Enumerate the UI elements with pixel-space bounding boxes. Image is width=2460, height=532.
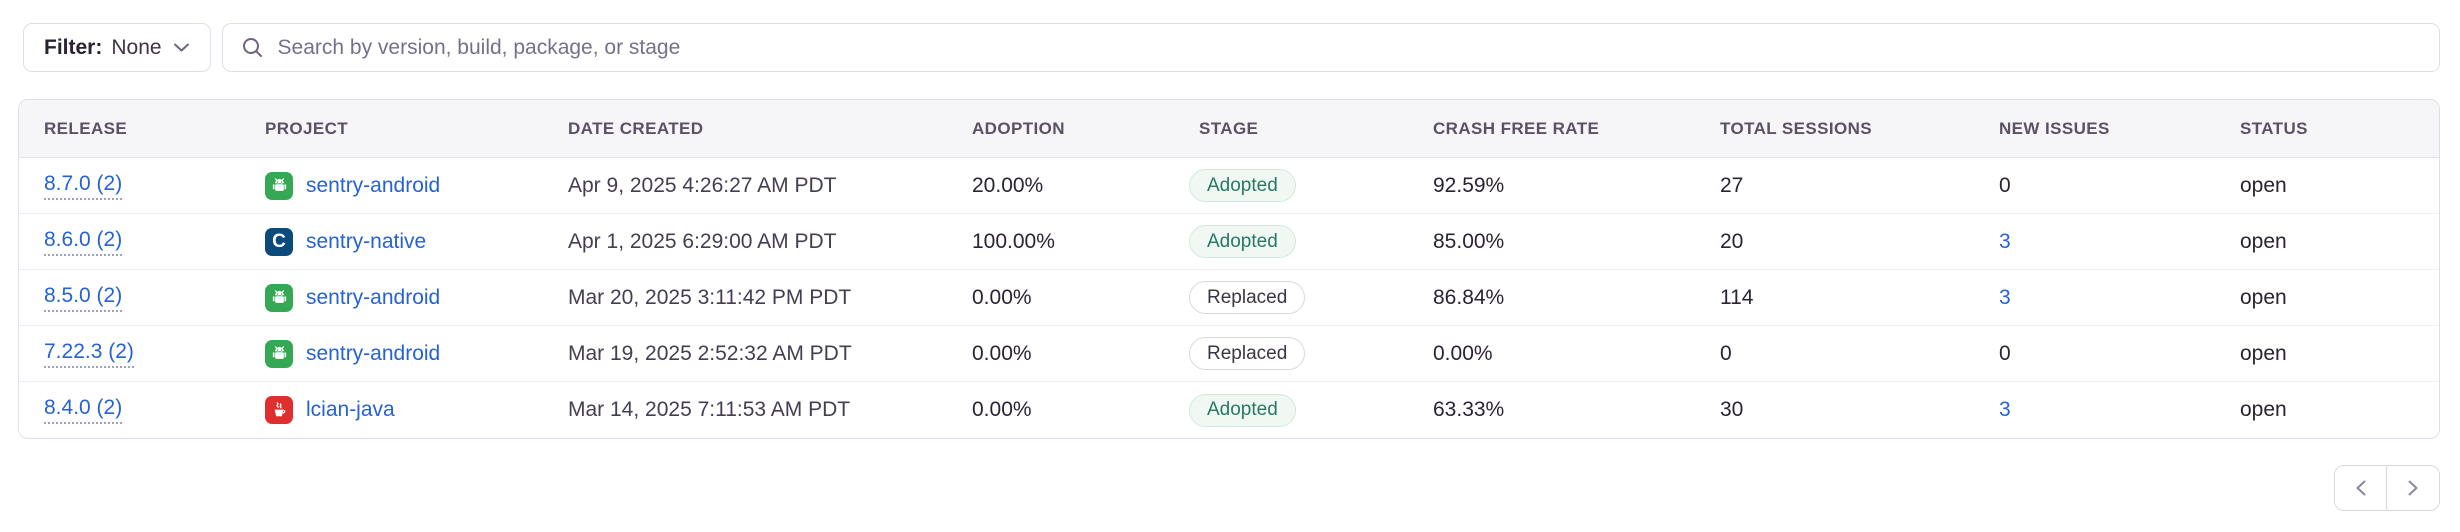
table-row: 8.4.0 (2) lcian-java Mar 14, 2025 7:11:5… bbox=[19, 382, 2439, 438]
stage-badge: Replaced bbox=[1189, 337, 1306, 370]
total-sessions-cell: 27 bbox=[1720, 173, 1744, 197]
previous-page-button[interactable] bbox=[2335, 466, 2387, 510]
project-link[interactable]: sentry-android bbox=[306, 341, 441, 365]
table-body: 8.7.0 (2) sentry-android Apr 9, 2025 4:2… bbox=[19, 158, 2439, 438]
release-link[interactable]: 8.7.0 (2) bbox=[44, 172, 123, 200]
search-icon bbox=[242, 38, 262, 57]
releases-table: RELEASE PROJECT DATE CREATED ADOPTION ST… bbox=[18, 99, 2440, 439]
chevron-down-icon bbox=[173, 42, 190, 53]
new-issues-cell: 0 bbox=[1999, 173, 2011, 197]
chevron-left-icon bbox=[2356, 480, 2365, 496]
table-header-row: RELEASE PROJECT DATE CREATED ADOPTION ST… bbox=[19, 100, 2439, 158]
crash-free-rate-cell: 0.00% bbox=[1433, 341, 1493, 365]
filter-label: Filter: bbox=[44, 35, 103, 59]
c-icon: C bbox=[265, 227, 293, 256]
pagination bbox=[0, 465, 2440, 511]
total-sessions-cell: 30 bbox=[1720, 398, 1744, 421]
table-row: 8.6.0 (2) C sentry-native Apr 1, 2025 6:… bbox=[19, 214, 2439, 270]
column-header-project: PROJECT bbox=[265, 118, 349, 138]
adoption-cell: 0.00% bbox=[972, 341, 1032, 365]
column-header-total-sessions: TOTAL SESSIONS bbox=[1720, 118, 1873, 138]
stage-badge: Adopted bbox=[1189, 169, 1296, 202]
status-cell: open bbox=[2240, 341, 2287, 365]
java-icon bbox=[265, 396, 293, 424]
total-sessions-cell: 0 bbox=[1720, 341, 1732, 365]
crash-free-rate-cell: 63.33% bbox=[1433, 398, 1505, 421]
search-input[interactable] bbox=[277, 35, 2421, 60]
release-link[interactable]: 8.5.0 (2) bbox=[44, 284, 123, 312]
crash-free-rate-cell: 85.00% bbox=[1433, 229, 1505, 253]
status-cell: open bbox=[2240, 173, 2287, 197]
column-header-release: RELEASE bbox=[44, 118, 128, 138]
new-issues-cell: 0 bbox=[1999, 341, 2011, 365]
project-link[interactable]: sentry-android bbox=[306, 285, 441, 309]
toolbar: Filter: None bbox=[0, 0, 2460, 72]
new-issues-cell[interactable]: 3 bbox=[1999, 285, 2011, 309]
status-cell: open bbox=[2240, 229, 2287, 253]
android-icon bbox=[265, 171, 293, 200]
table-row: 8.7.0 (2) sentry-android Apr 9, 2025 4:2… bbox=[19, 158, 2439, 214]
column-header-stage: STAGE bbox=[1199, 118, 1259, 138]
project-link[interactable]: sentry-android bbox=[306, 173, 441, 197]
column-header-date-created: DATE CREATED bbox=[568, 118, 704, 138]
next-page-button[interactable] bbox=[2387, 466, 2439, 510]
column-header-status: STATUS bbox=[2240, 118, 2308, 138]
column-header-crash-free-rate: CRASH FREE RATE bbox=[1433, 118, 1600, 138]
filter-button[interactable]: Filter: None bbox=[23, 23, 211, 72]
date-created-cell: Apr 1, 2025 6:29:00 AM PDT bbox=[568, 229, 837, 253]
date-created-cell: Apr 9, 2025 4:26:27 AM PDT bbox=[568, 173, 837, 197]
date-created-cell: Mar 20, 2025 3:11:42 PM PDT bbox=[568, 285, 852, 309]
table-row: 8.5.0 (2) sentry-android Mar 20, 2025 3:… bbox=[19, 270, 2439, 326]
total-sessions-cell: 20 bbox=[1720, 229, 1744, 253]
status-cell: open bbox=[2240, 285, 2287, 309]
release-link[interactable]: 8.4.0 (2) bbox=[44, 396, 123, 424]
column-header-adoption: ADOPTION bbox=[972, 118, 1065, 138]
release-link[interactable]: 7.22.3 (2) bbox=[44, 340, 134, 368]
total-sessions-cell: 114 bbox=[1720, 285, 1754, 309]
date-created-cell: Mar 14, 2025 7:11:53 AM PDT bbox=[568, 398, 851, 421]
column-header-new-issues: NEW ISSUES bbox=[1999, 118, 2110, 138]
android-icon bbox=[265, 283, 293, 312]
adoption-cell: 100.00% bbox=[972, 229, 1055, 253]
release-link[interactable]: 8.6.0 (2) bbox=[44, 228, 123, 256]
project-link[interactable]: lcian-java bbox=[306, 398, 395, 421]
adoption-cell: 20.00% bbox=[972, 173, 1044, 197]
search-bar bbox=[221, 23, 2440, 72]
new-issues-cell[interactable]: 3 bbox=[1999, 229, 2011, 253]
android-icon bbox=[265, 339, 293, 368]
new-issues-cell[interactable]: 3 bbox=[1999, 398, 2011, 421]
project-link[interactable]: sentry-native bbox=[306, 229, 427, 253]
adoption-cell: 0.00% bbox=[972, 285, 1032, 309]
filter-value: None bbox=[111, 35, 162, 59]
crash-free-rate-cell: 92.59% bbox=[1433, 173, 1505, 197]
date-created-cell: Mar 19, 2025 2:52:32 AM PDT bbox=[568, 341, 852, 365]
stage-badge: Adopted bbox=[1189, 393, 1296, 427]
chevron-right-icon bbox=[2408, 480, 2418, 496]
stage-badge: Replaced bbox=[1189, 281, 1306, 314]
adoption-cell: 0.00% bbox=[972, 398, 1032, 421]
crash-free-rate-cell: 86.84% bbox=[1433, 285, 1505, 309]
table-row: 7.22.3 (2) sentry-android Mar 19, 2025 2… bbox=[19, 326, 2439, 382]
status-cell: open bbox=[2240, 398, 2287, 421]
stage-badge: Adopted bbox=[1189, 225, 1296, 258]
